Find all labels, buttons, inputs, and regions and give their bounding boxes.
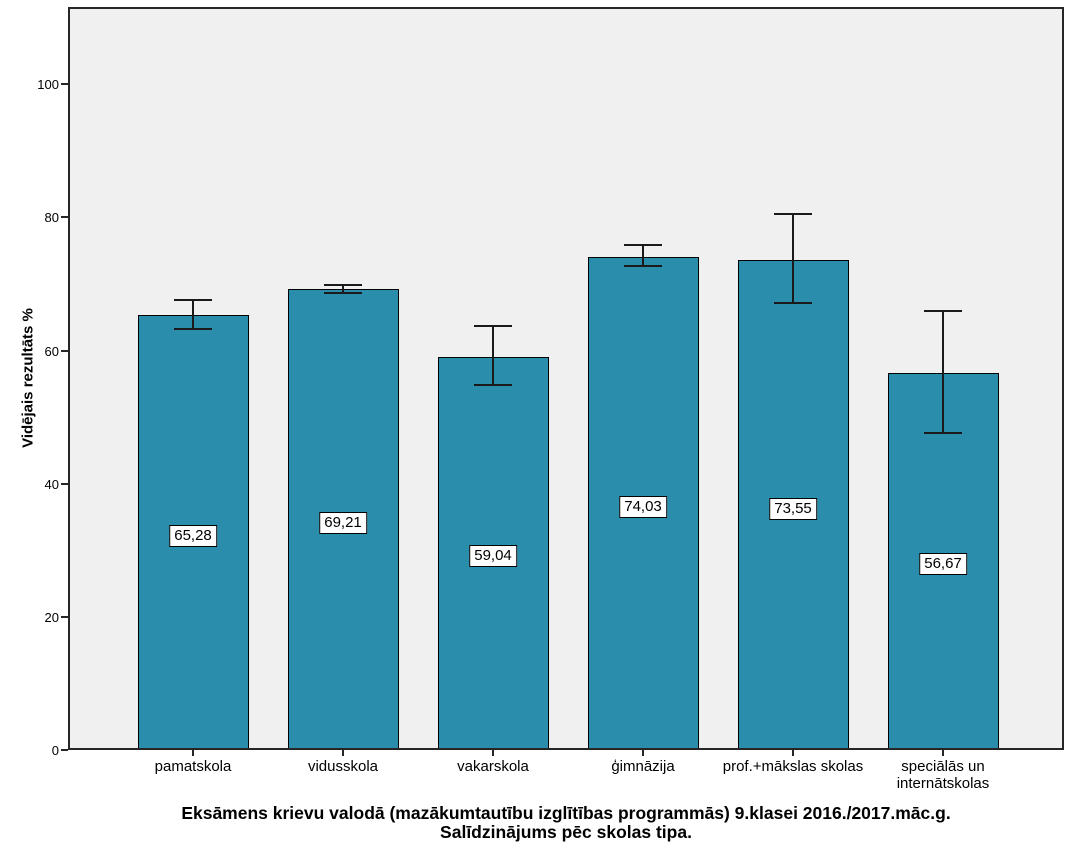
y-axis-tick-label: 80 [44, 210, 59, 226]
plot-area: 65,28 69,21 59,04 74,03 73,55 56,67 [68, 7, 1064, 750]
value-label: 59,04 [469, 545, 517, 568]
error-bar-cap-bottom [774, 302, 812, 305]
error-bar-cap-top [924, 310, 962, 313]
x-axis-category-label: pamatskola [154, 758, 232, 775]
error-bar-cap-top [174, 298, 212, 301]
y-axis-title: Vidējais rezultāts % [19, 308, 37, 448]
y-axis-tick-label: 100 [37, 77, 59, 93]
value-label: 69,21 [319, 511, 367, 534]
x-axis-category-label: vakarskola [457, 758, 529, 775]
chart-title-line-2: Salīdzinājums pēc skolas tipa. [440, 821, 692, 842]
error-bar-cap-bottom [474, 384, 512, 387]
x-axis-tick [192, 750, 194, 756]
x-axis-category-label: ģimnāzija [611, 758, 675, 775]
chart-title-line-1: Eksāmens krievu valodā (mazākumtautību i… [181, 803, 951, 823]
value-label: 73,55 [769, 497, 817, 520]
y-axis-tick [61, 615, 68, 618]
error-bar-cap-top [624, 244, 662, 247]
error-bar-cap-bottom [324, 291, 362, 294]
y-axis-tick [61, 749, 68, 751]
y-axis-tick [61, 349, 68, 352]
y-axis-tick-label: 0 [51, 743, 59, 758]
error-bar-line [192, 299, 194, 330]
x-axis-tick [492, 750, 494, 756]
y-axis-tick [61, 83, 68, 86]
x-axis-category-label: speciālās un internātskolas [896, 758, 990, 792]
error-bar-line [792, 214, 794, 304]
error-bar-cap-top [774, 213, 812, 216]
bar-vakarskola [437, 356, 549, 750]
error-bar-cap-bottom [174, 328, 212, 331]
x-axis-tick [342, 750, 344, 756]
x-axis-category-label: vidusskola [307, 758, 379, 775]
x-axis-category-label: prof.+mākslas skolas [722, 758, 864, 775]
y-axis-tick-label: 60 [44, 343, 59, 359]
value-label: 74,03 [619, 496, 667, 518]
error-bar-cap-bottom [924, 432, 962, 435]
y-axis-tick [61, 482, 68, 485]
x-axis-tick [642, 750, 644, 756]
value-label: 56,67 [919, 552, 967, 575]
error-bar-line [642, 245, 644, 266]
error-bar-cap-top [474, 324, 512, 327]
y-axis-tick-label: 20 [44, 609, 59, 625]
x-axis-tick [792, 750, 794, 756]
value-label: 65,28 [169, 524, 217, 547]
chart-title: Eksāmens krievu valodā (mazākumtautību i… [68, 804, 1064, 841]
y-axis-tick [61, 216, 68, 219]
error-bar-line [942, 311, 944, 434]
error-bar-line [492, 325, 494, 386]
error-bar-cap-bottom [624, 264, 662, 267]
error-bar-cap-top [324, 284, 362, 287]
error-bar-line [342, 285, 344, 293]
x-axis-tick [942, 750, 944, 756]
y-axis-tick-label: 40 [44, 476, 59, 492]
